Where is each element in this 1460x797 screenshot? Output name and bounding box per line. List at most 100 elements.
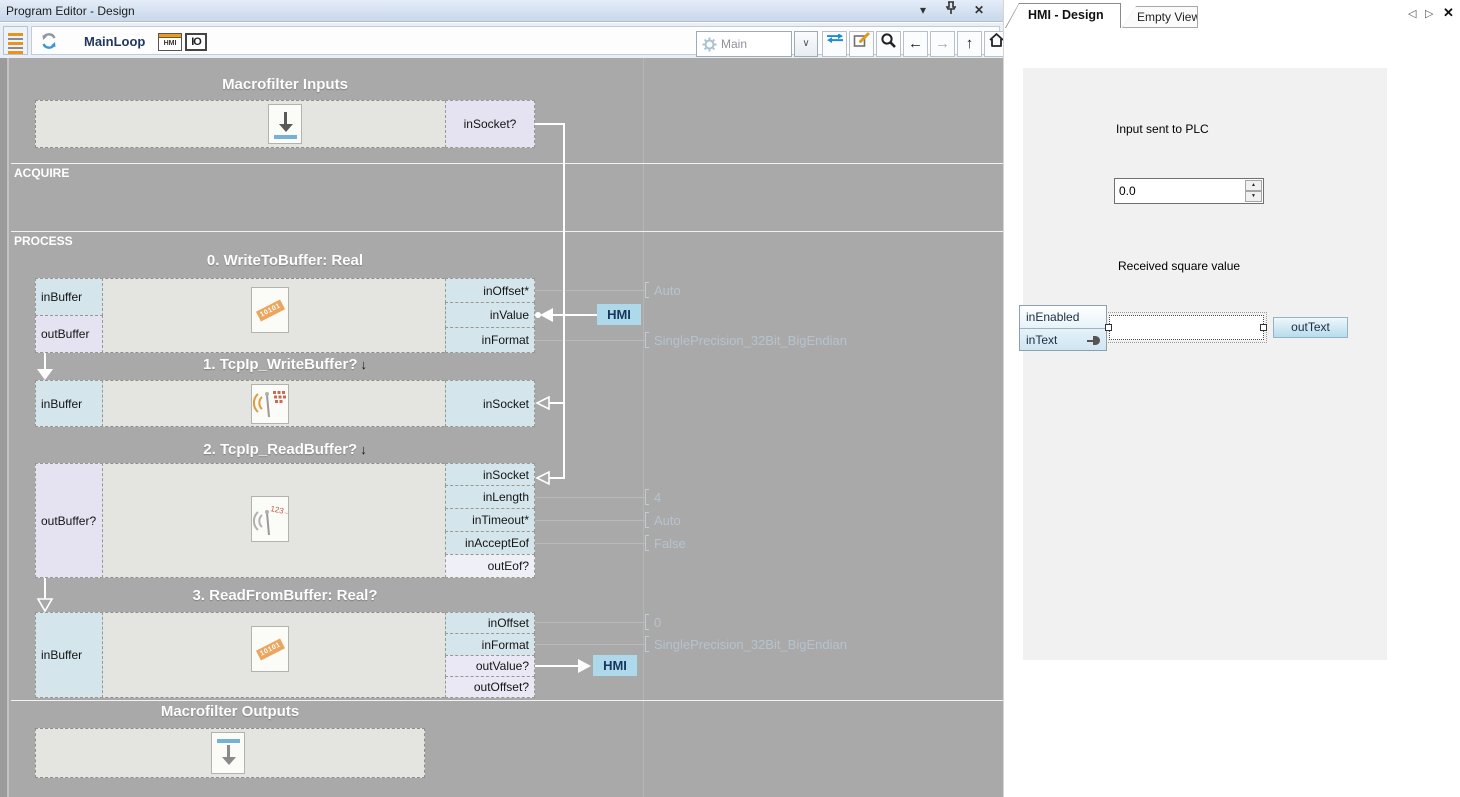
tab-empty-view[interactable]: Empty View — [1122, 6, 1198, 28]
search-button[interactable] — [876, 31, 901, 57]
conditional-icon: ↓ — [360, 442, 367, 457]
filter-2-icon: 123→ — [251, 496, 292, 542]
hollow-down-arrow — [36, 598, 54, 613]
macrofilter-outputs-icon[interactable] — [211, 732, 245, 774]
solid-down-arrow — [37, 369, 53, 380]
filter-0-port-inBuffer[interactable]: inBuffer — [35, 278, 103, 316]
filter-2-value-inAcceptEof: False — [645, 534, 686, 552]
filter-2-value-inLength: 4 — [645, 488, 661, 506]
breadcrumb: MainLoop HMI IO Main — [31, 26, 1009, 57]
editor-titlebar: Program Editor - Design ▾ ✕ — [0, 0, 1003, 22]
filter-2-title[interactable]: 2. TcpIp_ReadBuffer? ↓ — [203, 441, 367, 458]
hollow-arrow-left — [535, 396, 550, 411]
hmi-design-surface[interactable] — [1023, 68, 1387, 660]
filter-1-port-inSocket[interactable]: inSocket — [445, 380, 535, 427]
filter-3-title[interactable]: 3. ReadFromBuffer: Real? — [192, 587, 378, 604]
port-inEnabled[interactable]: inEnabled — [1026, 310, 1080, 324]
selection-handle-right[interactable] — [1260, 324, 1267, 331]
filter-1-title[interactable]: 1. TcpIp_WriteBuffer? ↓ — [203, 356, 367, 373]
hmi-view-icon[interactable]: HMI — [158, 33, 182, 51]
filter-0-port-inFormat[interactable]: inFormat — [445, 327, 535, 353]
navigate-forward-button[interactable]: → — [930, 31, 955, 57]
refresh-icon[interactable] — [40, 32, 58, 55]
spinner-down-button[interactable]: ▼ — [1245, 191, 1262, 202]
macrofilter-outputs-title: Macrofilter Outputs — [160, 703, 300, 720]
tab-hmi-design[interactable]: HMI - Design — [1005, 3, 1121, 28]
wire-insocket-vertical — [563, 123, 565, 479]
view-selector-combo[interactable]: Main — [696, 31, 792, 57]
filter-3-value-inFormat: SinglePrecision_32Bit_BigEndian — [645, 635, 847, 653]
hollow-arrow-left — [535, 471, 550, 486]
wire-insocket — [535, 123, 565, 125]
hmi-panel: HMI - Design Empty View ◁ ▷ ✕ Input sent… — [1003, 0, 1460, 797]
received-value-label: Received square value — [1118, 259, 1241, 273]
editor-toolbar: MainLoop HMI IO Main — [0, 23, 1009, 58]
menu-hamburger-button[interactable] — [3, 26, 28, 55]
filter-2-value-inTimeout: Auto — [645, 511, 681, 529]
pin-icon[interactable] — [940, 1, 962, 20]
edit-button[interactable] — [849, 31, 874, 57]
filter-0-icon: 10101 — [251, 287, 289, 333]
hmi-source-chip[interactable]: HMI — [597, 304, 641, 325]
filter-3-port-outOffset[interactable]: outOffset? — [445, 676, 535, 698]
filter-0-port-outBuffer[interactable]: outBuffer — [35, 315, 103, 353]
filter-2-port-outEof[interactable]: outEof? — [445, 554, 535, 578]
wire-outvalue-hmi — [535, 665, 580, 667]
hmi-target-chip[interactable]: HMI — [593, 655, 637, 676]
filter-3-port-inOffset[interactable]: inOffset — [445, 612, 535, 634]
filter-1-port-inBuffer[interactable]: inBuffer — [35, 380, 103, 427]
breadcrumb-macrofilter-name[interactable]: MainLoop — [84, 34, 146, 49]
filter-3-port-inFormat[interactable]: inFormat — [445, 633, 535, 656]
canvas-left-margin — [0, 58, 9, 797]
port-inText[interactable]: inText — [1020, 328, 1106, 351]
filter-3-port-inBuffer[interactable]: inBuffer — [35, 612, 103, 698]
filter-3-icon: 10101 — [251, 626, 289, 672]
editor-title: Program Editor - Design — [6, 4, 135, 18]
tab-scroll-left-icon[interactable]: ◁ — [1408, 8, 1417, 20]
filter-2-port-inLength[interactable]: inLength — [445, 485, 535, 509]
close-icon[interactable]: ✕ — [973, 3, 985, 17]
program-canvas[interactable]: ACQUIRE PROCESS Macrofilter Inputs inSoc… — [0, 58, 1003, 797]
filter-2-port-outBuffer[interactable]: outBuffer? — [35, 463, 103, 578]
filter-0-port-inOffset[interactable]: inOffset* — [445, 278, 535, 303]
filter-3-value-inOffset: 0 — [645, 613, 661, 631]
view-selector-value: Main — [721, 37, 748, 51]
io-view-icon[interactable]: IO — [185, 33, 207, 51]
filter-0-port-inValue[interactable]: inValue — [445, 302, 535, 328]
filter-1-icon — [251, 384, 289, 424]
svg-text:123→: 123→ — [270, 504, 288, 517]
selection-handle-left[interactable] — [1105, 324, 1112, 331]
close-icon[interactable]: ✕ — [1443, 5, 1454, 20]
macrofilter-inputs-title: Macrofilter Inputs — [222, 76, 348, 93]
navigate-back-button[interactable]: ← — [903, 31, 928, 57]
port-outText[interactable]: outText — [1273, 317, 1348, 338]
filter-0-title[interactable]: 0. WriteToBuffer: Real — [206, 252, 364, 269]
filter-2-port-inSocket[interactable]: inSocket — [445, 463, 535, 486]
filter-0-value-inOffset: Auto — [645, 281, 681, 299]
section-process: PROCESS — [14, 234, 73, 248]
plc-input-spinner[interactable]: 0.0 ▲ ▼ — [1114, 178, 1264, 204]
filter-3-port-outValue[interactable]: outValue? — [445, 655, 535, 677]
tab-scroll-right-icon[interactable]: ▷ — [1425, 8, 1434, 20]
window-menu-caret-icon[interactable]: ▾ — [919, 3, 927, 17]
received-value-textbox[interactable] — [1106, 312, 1267, 343]
gear-icon — [702, 37, 717, 57]
macrofilter-inputs-icon[interactable] — [268, 104, 302, 144]
view-selector-dropdown-button[interactable]: ∨ — [794, 31, 818, 57]
spinner-value[interactable]: 0.0 — [1119, 184, 1136, 198]
filter-2-port-inAcceptEof[interactable]: inAcceptEof — [445, 531, 535, 555]
section-acquire: ACQUIRE — [14, 166, 70, 180]
textbox-input-ports[interactable]: inEnabled inText — [1019, 305, 1107, 351]
navigate-up-button[interactable]: ↑ — [957, 31, 982, 57]
plug-icon — [1087, 336, 1100, 345]
comment-column-divider — [643, 58, 644, 797]
filter-2-port-inTimeout[interactable]: inTimeout* — [445, 508, 535, 532]
spinner-up-button[interactable]: ▲ — [1245, 180, 1262, 191]
port-inSocket-macro-input[interactable]: inSocket? — [445, 100, 535, 148]
program-editor-panel: Program Editor - Design ▾ ✕ — [0, 0, 1009, 797]
sync-selection-button[interactable] — [822, 31, 847, 57]
wire-hmi-invalue — [551, 314, 597, 316]
filter-0-value-inFormat: SinglePrecision_32Bit_BigEndian — [645, 331, 847, 349]
input-sent-label: Input sent to PLC — [1116, 122, 1209, 136]
